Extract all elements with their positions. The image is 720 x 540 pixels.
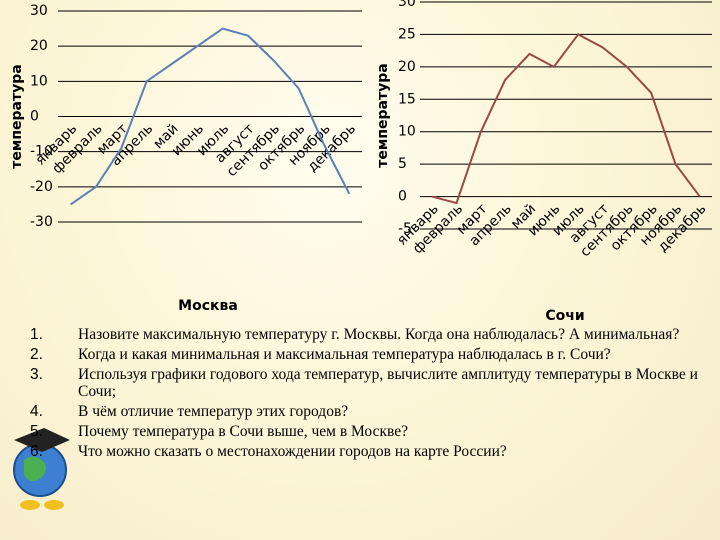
question-text: Назовите максимальную температуру г. Мос… bbox=[78, 326, 680, 343]
y-tick-label: 0 bbox=[30, 109, 39, 125]
y-tick-label: 10 bbox=[398, 124, 416, 140]
y-tick-label: 10 bbox=[30, 73, 48, 89]
question-number: 1. bbox=[30, 326, 43, 343]
question: 5. Почему температура в Сочи выше, чем в … bbox=[30, 423, 700, 440]
y-tick-label: 0 bbox=[398, 189, 407, 205]
y-tick-label: -30 bbox=[30, 214, 53, 230]
y-tick-label: -10 bbox=[30, 144, 53, 160]
question-text: Что можно сказать о местонахождении горо… bbox=[78, 443, 507, 460]
question-number: 2. bbox=[30, 346, 43, 363]
data-line bbox=[70, 27, 351, 206]
x-axis-title: Москва bbox=[178, 298, 238, 314]
question-number: 4. bbox=[30, 403, 43, 420]
question: 2. Когда и какая минимальная и максимальн… bbox=[30, 346, 700, 363]
data-line bbox=[431, 33, 701, 205]
question: 4. В чём отличие температур этих городов? bbox=[30, 403, 700, 420]
y-axis-title: температура bbox=[375, 63, 391, 167]
question-text: Почему температура в Сочи выше, чем в Мо… bbox=[78, 423, 408, 440]
y-tick-label: 20 bbox=[398, 59, 416, 75]
question: 6. Что можно сказать о местонахождении го… bbox=[30, 443, 700, 460]
question-text: В чём отличие температур этих городов? bbox=[78, 403, 349, 420]
question-text: Когда и какая минимальная и максимальная… bbox=[78, 346, 611, 363]
question-number: 6. bbox=[30, 443, 43, 460]
y-tick-label: -5 bbox=[398, 221, 412, 237]
question-number: 3. bbox=[30, 366, 43, 383]
questions: 1. Назовите максимальную температуру г. М… bbox=[30, 326, 700, 463]
question: 3. Используя графики годового хода темпер… bbox=[30, 366, 700, 400]
globe-icon bbox=[13, 428, 70, 510]
x-axis-title: Сочи bbox=[545, 308, 584, 324]
y-tick-label: 25 bbox=[398, 26, 416, 42]
y-tick-label: 30 bbox=[398, 0, 416, 10]
y-tick-label: -20 bbox=[30, 179, 53, 195]
question-number: 5. bbox=[30, 423, 43, 440]
y-tick-label: 30 bbox=[30, 3, 48, 19]
y-axis-title: температура bbox=[9, 64, 25, 168]
y-tick-label: 20 bbox=[30, 38, 48, 54]
y-tick-label: 5 bbox=[398, 156, 407, 172]
question-text: Используя графики годового хода температ… bbox=[78, 366, 698, 400]
question: 1. Назовите максимальную температуру г. М… bbox=[30, 326, 700, 343]
y-tick-label: 15 bbox=[398, 91, 416, 107]
